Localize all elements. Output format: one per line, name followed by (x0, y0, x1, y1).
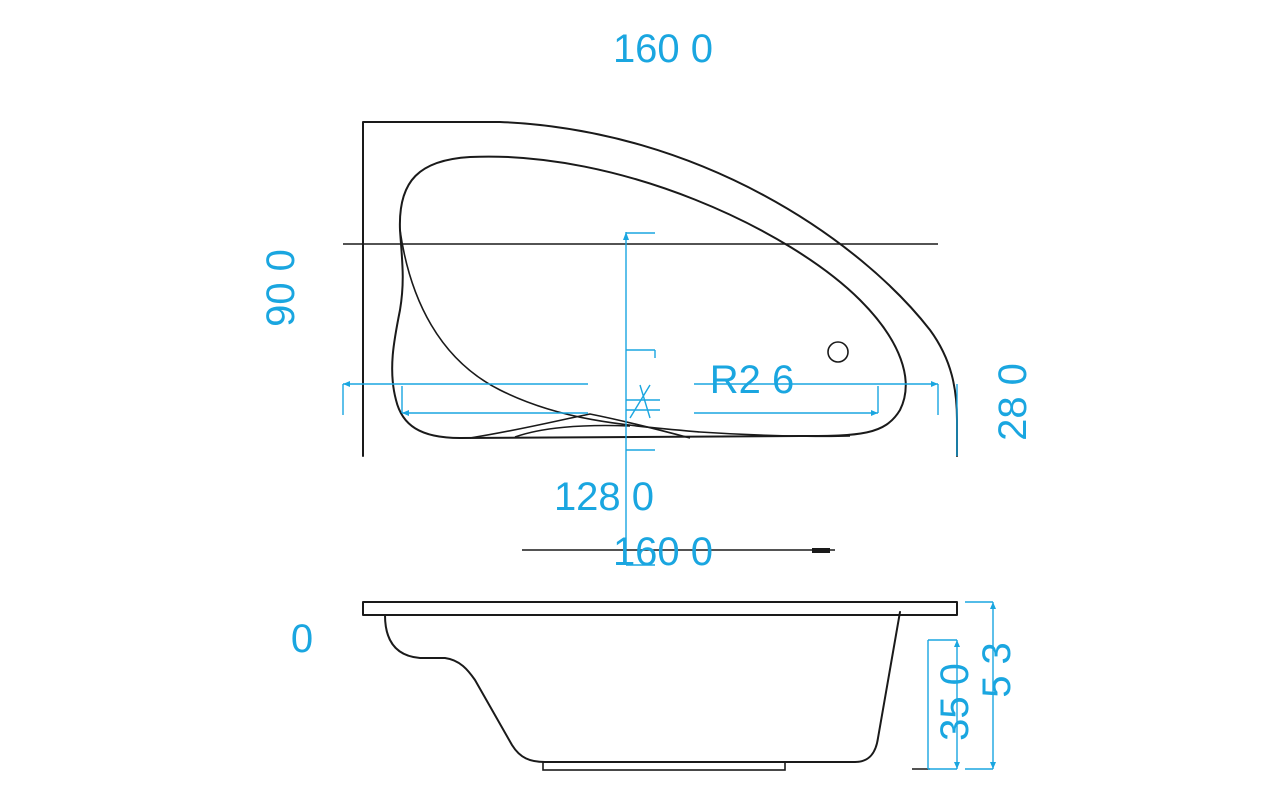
side-body (384, 611, 901, 763)
inner-length-label: 128 0 (554, 475, 654, 519)
side-dimensions (927, 601, 996, 770)
side-rim (362, 601, 958, 616)
side-left-label: 0 (291, 617, 313, 661)
plan-inner-basin (391, 155, 907, 439)
radius-label: R2 6 (710, 358, 795, 402)
top-width-label: 160 0 (613, 27, 713, 71)
side-depth-label: 35 0 (933, 663, 977, 741)
drain-icon (827, 341, 849, 363)
plan-dimensions (342, 232, 939, 566)
side-view (362, 548, 958, 771)
right-height-label: 28 0 (991, 363, 1035, 441)
plan-backrest-curve (399, 229, 851, 438)
plan-view (343, 121, 958, 457)
depth-left-label: 90 0 (259, 249, 303, 327)
plan-outer-rim (362, 121, 958, 457)
side-width-label: 160 0 (613, 530, 713, 574)
plan-footwell-inner (514, 424, 631, 438)
plan-footwell (469, 413, 691, 439)
side-total-label: 5 3 (975, 642, 1019, 698)
side-base (542, 761, 786, 771)
plan-base-foot (812, 548, 830, 553)
